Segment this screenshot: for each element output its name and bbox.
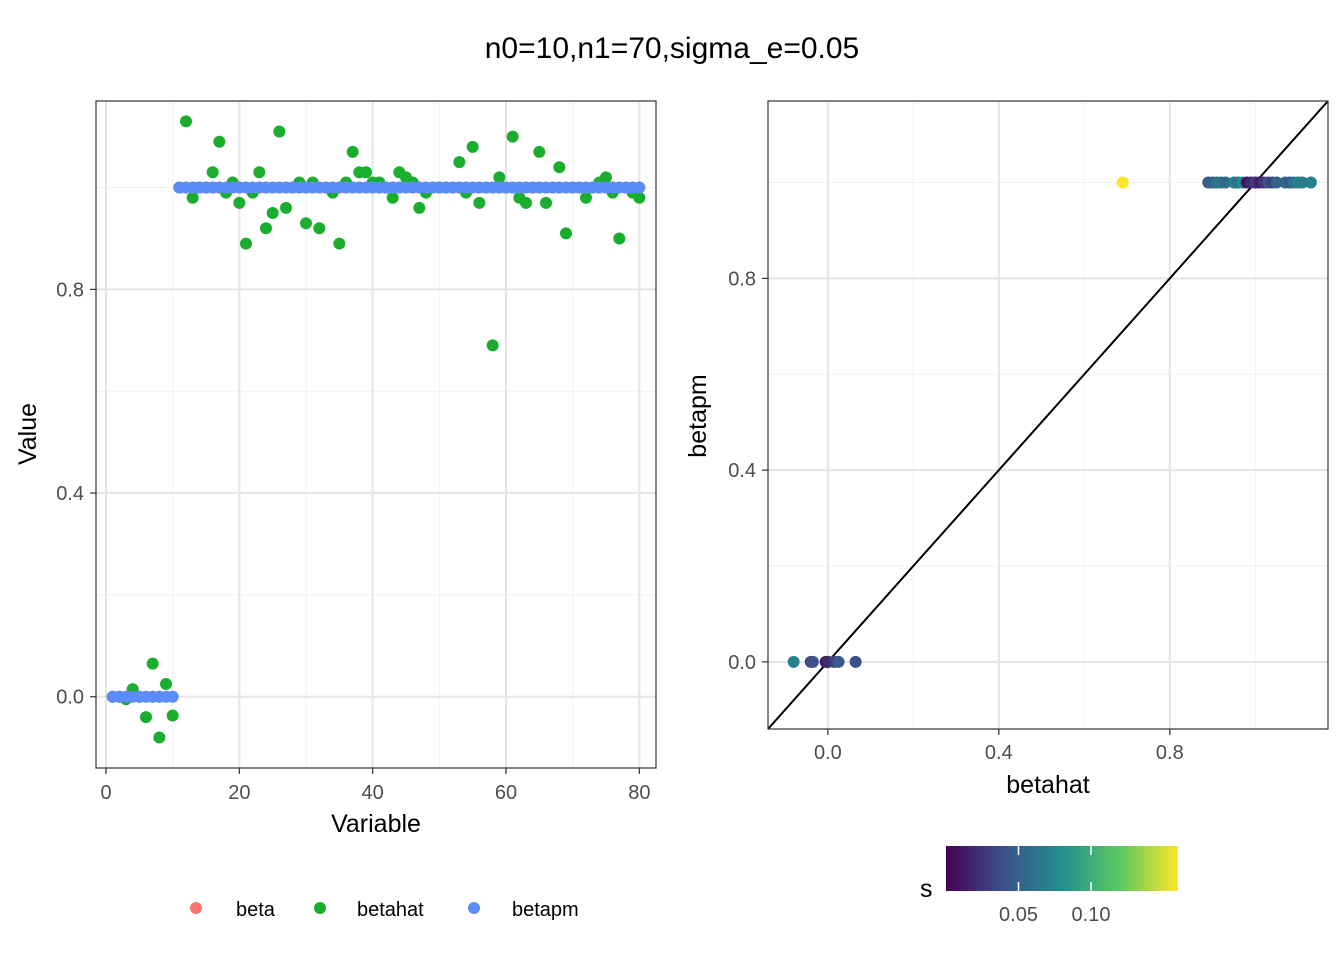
point-betahat [266, 207, 279, 220]
point-betahat [386, 191, 399, 204]
right-y-tick-label: 0.0 [728, 652, 756, 674]
legend-betahat-key [314, 902, 326, 914]
point-betahat-vs-betapm [787, 655, 800, 668]
left-panel: 0 20 40 60 80 0.0 0.4 0.8 Variable Value [14, 100, 657, 838]
point-betahat-vs-betapm [806, 655, 819, 668]
colorbar: s 0.05 0.10 [920, 846, 1178, 926]
left-panel-background [96, 101, 656, 768]
point-betahat-vs-betapm [1304, 176, 1317, 189]
point-betahat [240, 237, 252, 250]
point-betahat [280, 201, 292, 214]
point-betahat [540, 196, 552, 209]
right-x-axis-title: betahat [1006, 771, 1089, 799]
point-betahat [153, 731, 166, 744]
point-betahat [360, 166, 372, 179]
right-y-axis-title: betapm [684, 374, 712, 457]
left-x-tick-label: 40 [362, 782, 384, 804]
point-betapm [166, 690, 179, 703]
point-betahat-vs-betapm [1116, 176, 1129, 189]
colorbar-ticks: 0.05 0.10 [999, 846, 1110, 926]
right-x-tick-label: 0.4 [985, 742, 1013, 764]
point-betahat [493, 171, 506, 184]
left-grid [96, 101, 656, 768]
point-betahat [213, 135, 226, 148]
point-betahat [300, 217, 312, 230]
colorbar-tick-label: 0.05 [999, 904, 1038, 926]
legend-betahat-label: betahat [357, 899, 424, 921]
point-betahat [580, 191, 592, 204]
left-y-tick-label: 0.0 [56, 687, 84, 709]
right-x-ticks: 0.0 0.4 0.8 [814, 729, 1184, 764]
point-betahat [253, 166, 266, 179]
point-betahat [520, 196, 532, 209]
point-betahat [146, 657, 159, 670]
point-betahat-vs-betapm [1219, 176, 1232, 189]
point-betahat [333, 237, 346, 250]
left-x-axis-title: Variable [331, 810, 421, 838]
point-betahat [613, 232, 626, 245]
left-x-tick-label: 20 [228, 782, 250, 804]
point-betapm [633, 181, 646, 194]
point-betahat [313, 222, 326, 235]
right-x-tick-label: 0.0 [814, 742, 842, 764]
point-betahat [166, 709, 179, 722]
point-betahat [160, 677, 172, 690]
colorbar-tick-label: 0.10 [1072, 904, 1111, 926]
colorbar-gradient [946, 846, 1178, 891]
point-betahat [600, 171, 612, 184]
point-betahat [486, 339, 499, 352]
point-betahat [233, 196, 246, 209]
point-betahat [413, 201, 426, 214]
point-betahat [560, 227, 572, 240]
point-betahat-vs-betapm [832, 655, 845, 668]
point-betahat [453, 156, 466, 169]
point-betahat [466, 140, 479, 153]
point-betahat [533, 145, 546, 158]
left-y-axis-title: Value [14, 403, 42, 465]
legend-beta-key [190, 902, 202, 914]
right-panel: 0.0 0.4 0.8 0.0 0.4 0.8 betahat betapm [684, 100, 1329, 799]
point-betahat [506, 130, 519, 143]
right-points [787, 176, 1317, 668]
left-y-tick-label: 0.8 [56, 279, 84, 301]
point-betahat-vs-betapm [1270, 176, 1283, 189]
left-x-tick-label: 60 [495, 782, 517, 804]
point-betahat [140, 711, 152, 724]
figure-title: n0=10,n1=70,sigma_e=0.05 [485, 32, 860, 65]
identity-line-path [768, 101, 1328, 729]
left-points [106, 115, 646, 744]
left-y-tick-label: 0.4 [56, 483, 84, 505]
point-betahat [180, 115, 192, 128]
legend-betapm-key [468, 902, 480, 914]
right-y-tick-label: 0.8 [728, 268, 756, 290]
left-x-tick-label: 80 [628, 782, 650, 804]
point-betahat [553, 161, 566, 174]
point-betahat-vs-betapm [849, 655, 862, 668]
right-x-tick-label: 0.8 [1156, 742, 1184, 764]
legend-beta-label: beta [236, 899, 276, 921]
point-betahat [633, 191, 646, 204]
identity-line [768, 101, 1328, 729]
right-panel-border [767, 100, 1329, 730]
point-betahat [346, 145, 359, 158]
point-betahat [186, 191, 199, 204]
left-x-tick-label: 0 [100, 782, 111, 804]
right-grid [768, 101, 1328, 729]
point-betahat [473, 196, 486, 209]
left-x-ticks: 0 20 40 60 80 [100, 768, 650, 804]
legend-betapm-label: betapm [512, 899, 579, 921]
point-betahat [273, 125, 286, 138]
left-y-ticks: 0.0 0.4 0.8 [56, 279, 96, 709]
point-betahat [206, 166, 219, 179]
colorbar-title: s [920, 875, 933, 903]
right-y-ticks: 0.0 0.4 0.8 [728, 268, 768, 674]
point-betahat [260, 222, 272, 235]
point-betahat-vs-betapm [1296, 176, 1309, 189]
right-y-tick-label: 0.4 [728, 460, 756, 482]
legend: beta betahat betapm [190, 899, 579, 921]
left-panel-border [95, 100, 657, 769]
